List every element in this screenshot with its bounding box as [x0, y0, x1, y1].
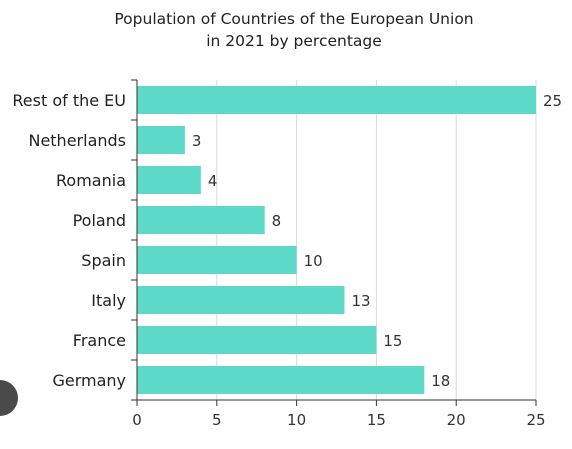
bar-value-label: 10 — [304, 252, 323, 270]
x-tick-label: 0 — [132, 411, 142, 429]
y-category-label: Germany — [52, 371, 126, 390]
bar[interactable] — [137, 366, 425, 394]
bar-value-label: 18 — [431, 372, 450, 390]
chart-title-line-2: in 2021 by percentage — [206, 32, 382, 50]
y-category-label: Poland — [73, 211, 126, 230]
x-tick-label: 20 — [447, 411, 466, 429]
bar[interactable] — [137, 126, 185, 154]
bar-value-label: 15 — [383, 332, 402, 350]
bar[interactable] — [137, 246, 297, 274]
bar-value-label: 4 — [208, 172, 218, 190]
bar-value-label: 13 — [351, 292, 370, 310]
x-tick-label: 5 — [212, 411, 222, 429]
y-category-label: Rest of the EU — [12, 91, 126, 110]
y-category-label: Netherlands — [28, 131, 126, 150]
axes — [131, 79, 537, 406]
bar-value-label: 3 — [192, 132, 202, 150]
x-tick-label: 25 — [526, 411, 545, 429]
bar[interactable] — [137, 286, 345, 314]
bar[interactable] — [137, 86, 536, 114]
bar[interactable] — [137, 206, 265, 234]
y-category-label: Romania — [56, 171, 126, 190]
bars — [137, 86, 536, 394]
corner-circle-button[interactable] — [0, 380, 18, 416]
x-tick-label: 10 — [287, 411, 306, 429]
y-category-label: Italy — [91, 291, 126, 310]
y-category-label: Spain — [81, 251, 126, 270]
bar[interactable] — [137, 326, 377, 354]
chart-title: Population of Countries of the European … — [114, 10, 473, 50]
bar-value-label: 25 — [543, 92, 562, 110]
chart-title-line-1: Population of Countries of the European … — [114, 10, 473, 28]
x-tick-label: 15 — [367, 411, 386, 429]
bar-value-label: 8 — [272, 212, 282, 230]
labels: 0 5 10 15 20 25 Rest of the EU 25 Netherlands 3 Ro… — [12, 91, 562, 429]
y-category-label: France — [73, 331, 126, 350]
bar[interactable] — [137, 166, 201, 194]
